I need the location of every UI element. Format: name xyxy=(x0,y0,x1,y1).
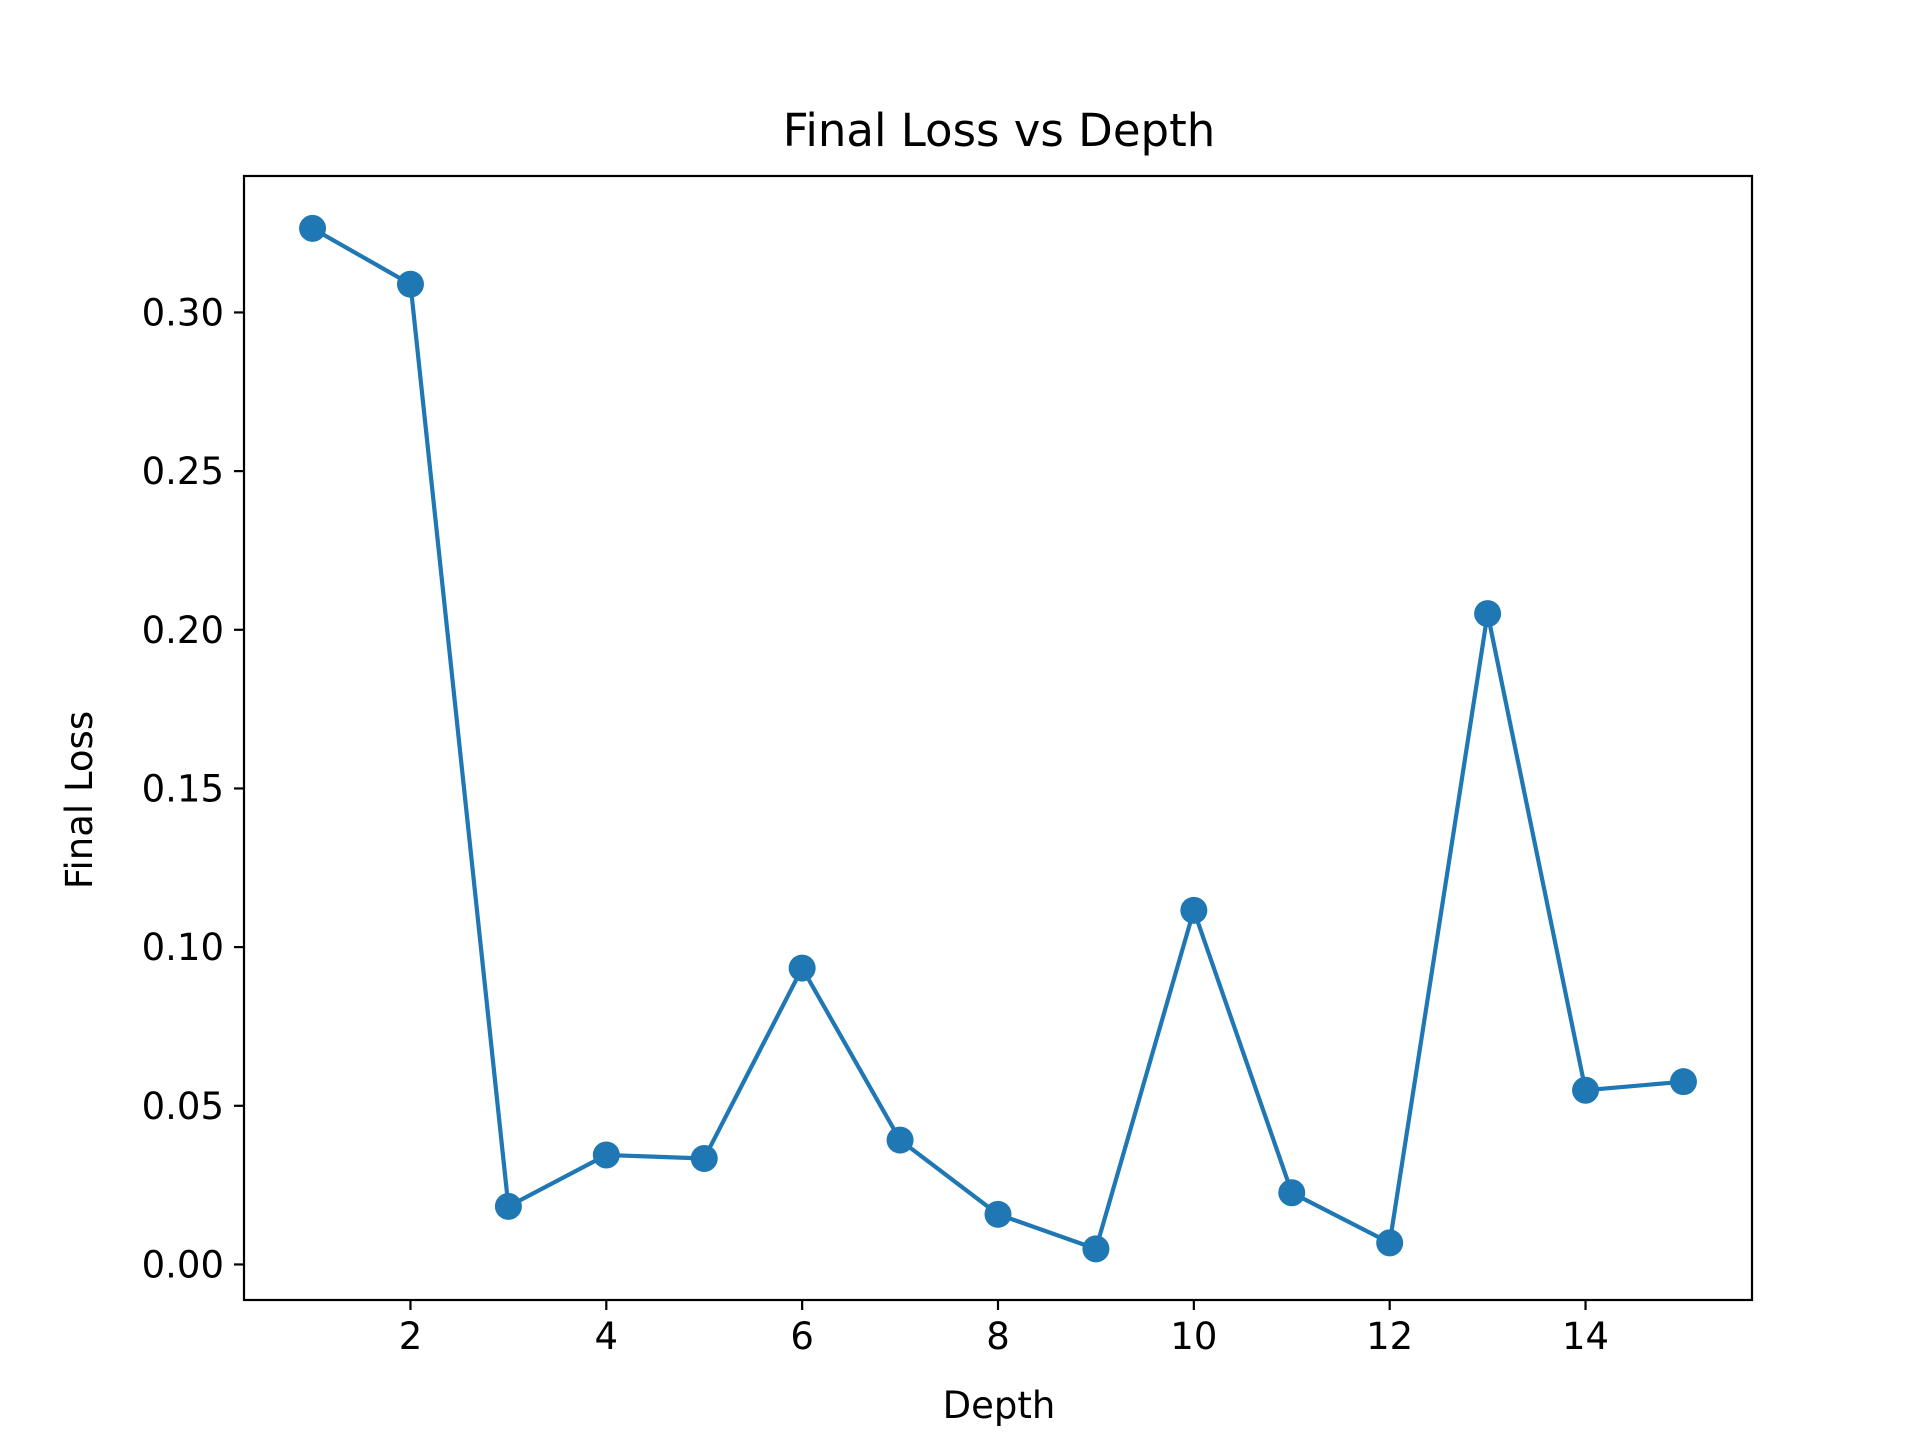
plot-area: 2 4 6 8 10 12 14 0.00 0.05 0.10 0.15 0.20 0.25 0.30 xyxy=(142,174,1754,1358)
data-point xyxy=(592,1141,620,1169)
data-point xyxy=(1180,896,1208,924)
data-point xyxy=(788,954,816,982)
x-tick-label: 10 xyxy=(1170,1315,1217,1358)
data-point xyxy=(494,1192,522,1220)
data-point xyxy=(1376,1229,1404,1257)
x-axis-label: Depth xyxy=(943,1384,1056,1427)
x-tick-label: 6 xyxy=(790,1315,814,1358)
y-tick-label: 0.15 xyxy=(142,767,224,810)
chart-title: Final Loss vs Depth xyxy=(783,104,1215,157)
data-point xyxy=(690,1144,718,1172)
y-tick-label: 0.25 xyxy=(142,450,224,493)
data-point xyxy=(1278,1179,1306,1207)
data-point xyxy=(1082,1235,1110,1263)
x-tick-label: 2 xyxy=(399,1315,423,1358)
data-point xyxy=(886,1126,914,1154)
x-tick-label: 14 xyxy=(1562,1315,1609,1358)
data-point xyxy=(299,214,327,242)
data-point xyxy=(1572,1076,1600,1104)
y-axis-label: Final Loss xyxy=(58,711,101,889)
y-tick-label: 0.05 xyxy=(142,1085,224,1128)
y-tick-label: 0.10 xyxy=(142,926,224,969)
data-point xyxy=(396,270,424,298)
x-tick-label: 4 xyxy=(595,1315,619,1358)
y-tick-label: 0.00 xyxy=(142,1243,224,1286)
y-tick-label: 0.30 xyxy=(142,291,224,334)
data-point xyxy=(984,1200,1012,1228)
y-tick-label: 0.20 xyxy=(142,609,224,652)
data-point xyxy=(1474,600,1502,628)
x-tick-label: 12 xyxy=(1366,1315,1413,1358)
data-point xyxy=(1669,1068,1697,1096)
x-tick-label: 8 xyxy=(986,1315,1010,1358)
